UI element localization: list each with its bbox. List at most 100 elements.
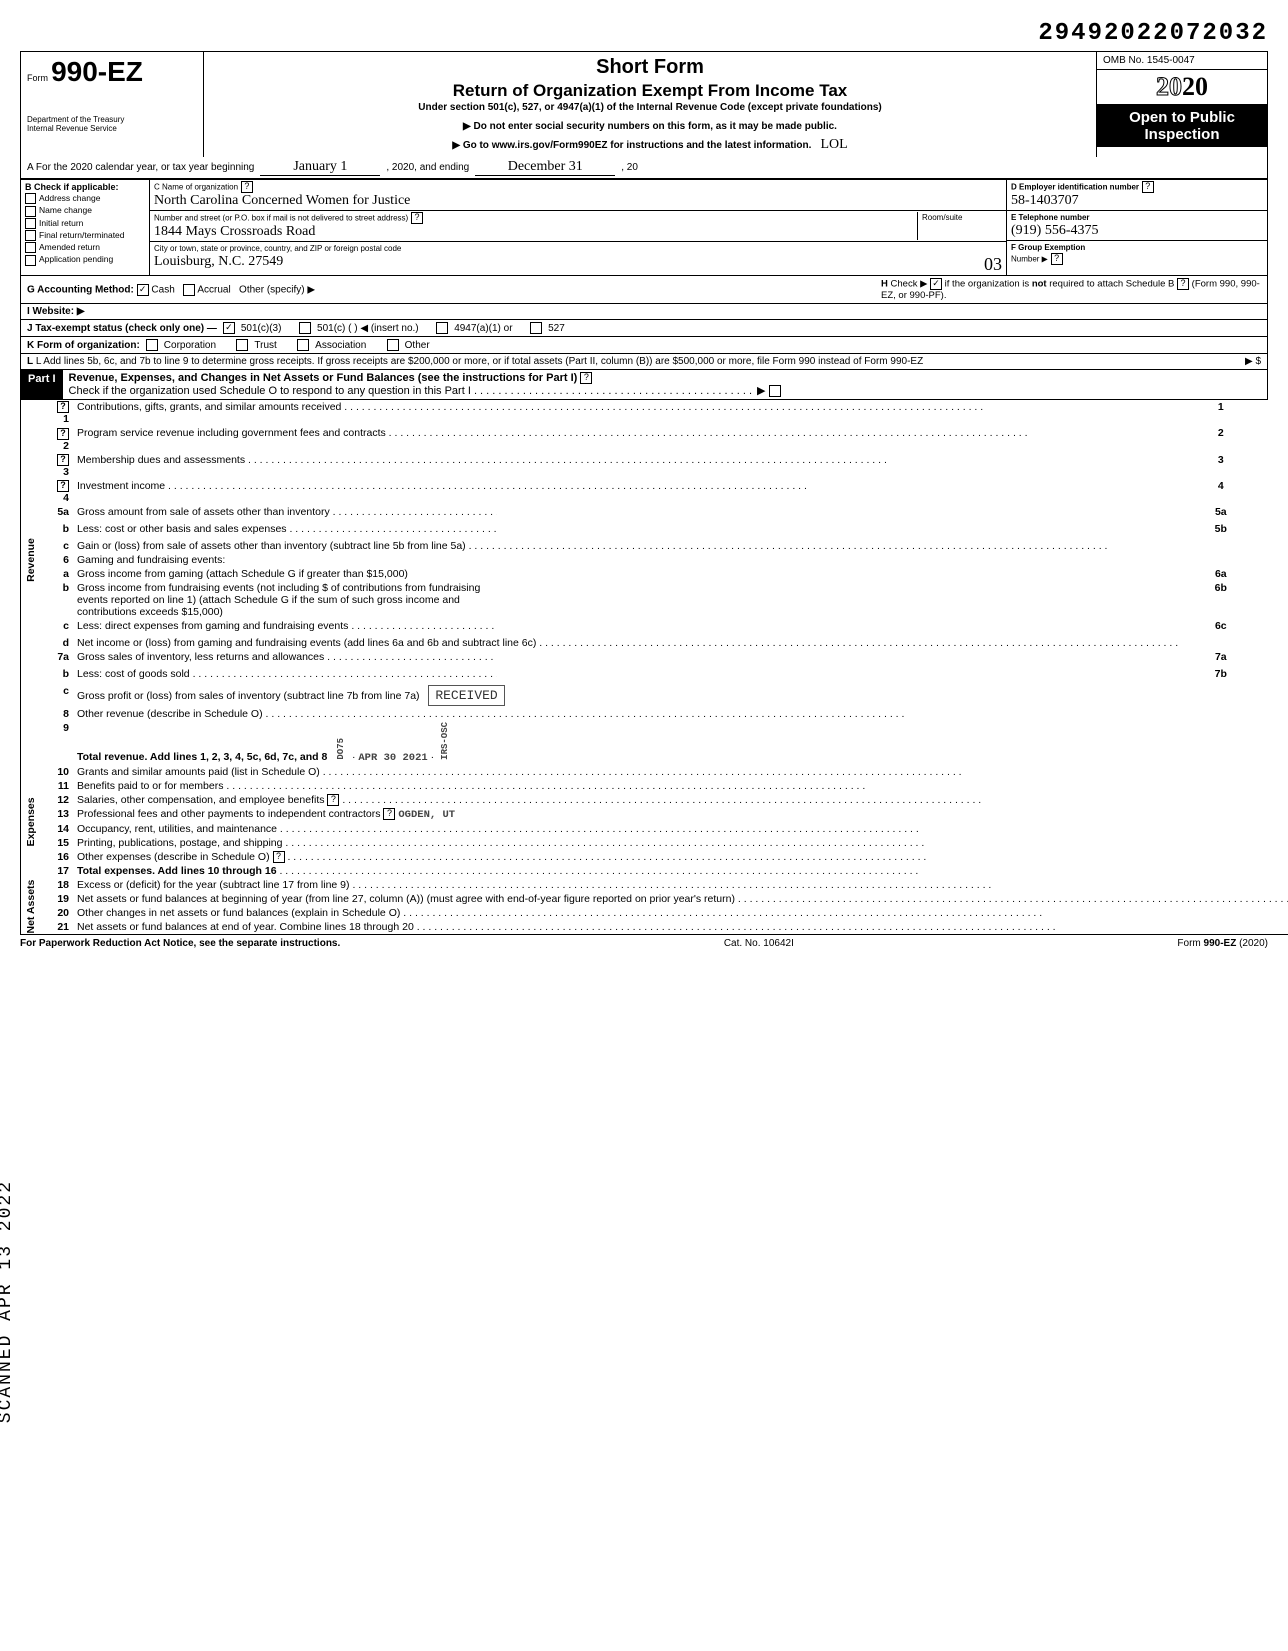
f-label: F Group Exemption (1011, 243, 1085, 252)
help-icon: ? (241, 181, 253, 193)
k-corp: Corporation (164, 340, 216, 351)
part1-header: Part I Revenue, Expenses, and Changes in… (20, 370, 1268, 400)
chk-accrual[interactable] (183, 284, 195, 296)
line-10: Grants and similar amounts paid (list in… (73, 765, 1288, 779)
chk-527[interactable] (530, 322, 542, 334)
line-21: Net assets or fund balances at end of ye… (77, 921, 414, 933)
chk-4947[interactable] (436, 322, 448, 334)
help-icon: ? (1051, 253, 1063, 265)
row-g-h: G Accounting Method: ✓ Cash Accrual Othe… (20, 276, 1268, 304)
chk-amended[interactable]: Amended return (39, 242, 100, 252)
line-12: Salaries, other compensation, and employ… (77, 794, 324, 806)
form-number: 990-EZ (51, 56, 143, 87)
j-4947: 4947(a)(1) or (454, 323, 512, 334)
chk-app-pending[interactable]: Application pending (39, 254, 113, 264)
line-3: Membership dues and assessments (73, 453, 1199, 479)
chk-part1-scho[interactable] (769, 385, 781, 397)
row-l: L L Add lines 5b, 6c, and 7b to line 9 t… (20, 354, 1268, 370)
j-label: J Tax-exempt status (check only one) — (27, 323, 217, 334)
chk-other[interactable] (387, 339, 399, 351)
open-public-1: Open to Public (1099, 109, 1265, 126)
short-form-label: Short Form (212, 56, 1088, 79)
line-6a: Gross income from gaming (attach Schedul… (77, 568, 497, 580)
line-4: Investment income (73, 479, 1199, 505)
line-11: Benefits paid to or for members (73, 779, 1288, 793)
footer-right: Form 990-EZ (2020) (1177, 938, 1268, 949)
form-subtitle: Under section 501(c), 527, or 4947(a)(1)… (212, 102, 1088, 113)
part1-check-text: Check if the organization used Schedule … (69, 385, 471, 397)
k-other: Other (405, 340, 430, 351)
chk-h[interactable]: ✓ (930, 278, 942, 290)
stamp-ogden: OGDEN, UT (398, 809, 455, 821)
line-1: Contributions, gifts, grants, and simila… (73, 400, 1199, 426)
d-label: D Employer identification number (1011, 183, 1139, 192)
chk-address-change[interactable]: Address change (39, 193, 100, 203)
chk-final-return[interactable]: Final return/terminated (39, 230, 125, 240)
chk-trust[interactable] (236, 339, 248, 351)
stamp-date: APR 30 2021 (358, 752, 427, 764)
line-20: Other changes in net assets or fund bala… (73, 906, 1288, 920)
k-label: K Form of organization: (27, 340, 140, 351)
chk-501c[interactable] (299, 322, 311, 334)
ein-value: 58-1403707 (1011, 193, 1079, 208)
stamp-do75: DO75 (336, 738, 346, 760)
instruction-2: ▶ Go to www.irs.gov/Form990EZ for instru… (452, 140, 811, 151)
form-header: Form 990-EZ Department of the Treasury I… (20, 51, 1268, 157)
line-5b: Less: cost or other basis and sales expe… (77, 523, 497, 535)
header-block-bcdef: B Check if applicable: Address change Na… (20, 179, 1268, 276)
b-header: B Check if applicable: (25, 182, 145, 192)
line-14: Occupancy, rent, utilities, and maintena… (73, 822, 1288, 836)
line-7a: Gross sales of inventory, less returns a… (77, 651, 497, 663)
org-name: North Carolina Concerned Women for Justi… (154, 193, 410, 208)
year-outline: 20 (1156, 72, 1182, 101)
help-icon: ? (580, 372, 592, 384)
street-value: 1844 Mays Crossroads Road (154, 224, 315, 239)
received-stamp: RECEIVED (428, 685, 504, 706)
help-icon: ? (1177, 278, 1189, 290)
line-6d: Net income or (loss) from gaming and fun… (73, 636, 1288, 650)
line-7b: Less: cost of goods sold (77, 668, 497, 680)
l-text: L Add lines 5b, 6c, and 7b to line 9 to … (36, 356, 923, 367)
end-date: December 31 (475, 159, 615, 176)
line-6: Gaming and fundraising events: (73, 553, 1288, 567)
help-icon: ? (57, 401, 69, 413)
tax-year: 2020 (1097, 70, 1267, 105)
form-title: Return of Organization Exempt From Incom… (212, 81, 1088, 101)
line-5c: Gain or (loss) from sale of assets other… (73, 539, 1288, 553)
scanned-stamp: SCANNED APR 13 2022 (0, 1180, 16, 1423)
line-a: A For the 2020 calendar year, or tax yea… (20, 157, 1268, 179)
part1-label: Part I (21, 370, 63, 399)
line-6c: Less: direct expenses from gaming and fu… (77, 620, 497, 632)
row-i: I Website: ▶ (20, 304, 1268, 320)
side-netassets: Net Assets (21, 878, 54, 935)
f-label2: Number ▶ (1011, 255, 1048, 264)
chk-501c3[interactable]: ✓ (223, 322, 235, 334)
room-label: Room/suite (922, 213, 962, 222)
c-label: C Name of organization (154, 183, 238, 192)
chk-corp[interactable] (146, 339, 158, 351)
chk-name-change[interactable]: Name change (39, 205, 92, 215)
e-label: E Telephone number (1011, 213, 1090, 222)
omb-number: OMB No. 1545-0047 (1097, 52, 1267, 70)
phone-value: (919) 556-4375 (1011, 223, 1099, 238)
g-other: Other (specify) ▶ (239, 284, 315, 295)
chk-initial-return[interactable]: Initial return (39, 218, 83, 228)
line-15: Printing, publications, postage, and shi… (73, 836, 1288, 850)
l-end: ▶ $ (1245, 356, 1261, 367)
city-value: Louisburg, N.C. 27549 (154, 254, 283, 269)
dept-irs: Internal Revenue Service (27, 125, 197, 134)
line-a-mid: , 2020, and ending (386, 162, 469, 173)
chk-cash[interactable]: ✓ (137, 284, 149, 296)
chk-assoc[interactable] (297, 339, 309, 351)
row-k: K Form of organization: Corporation Trus… (20, 337, 1268, 354)
line-13: Professional fees and other payments to … (77, 808, 381, 820)
help-icon: ? (1142, 181, 1154, 193)
page-footer: For Paperwork Reduction Act Notice, see … (20, 938, 1268, 949)
line-18: Excess or (deficit) for the year (subtra… (73, 878, 1288, 892)
line-6b: Gross income from fundraising events (no… (77, 582, 497, 618)
dln-number: 29492022072032 (20, 20, 1268, 47)
city-extra: 03 (984, 254, 1002, 275)
line-a-yr: , 20 (621, 162, 638, 173)
part1-title: Revenue, Expenses, and Changes in Net As… (69, 372, 578, 384)
g-cash: Cash (151, 284, 174, 295)
